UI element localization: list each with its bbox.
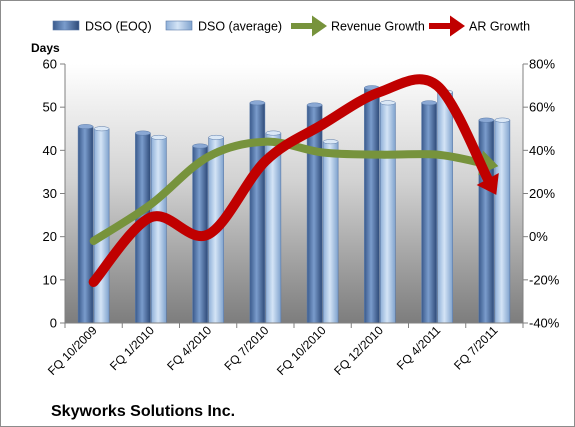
bar-dso-eoq	[77, 126, 94, 324]
bar-dso-average	[93, 128, 110, 324]
left-tick-label: 60	[43, 57, 57, 72]
legend-dso-eoq-swatch	[52, 20, 80, 31]
bar-dso-eoq	[421, 102, 437, 324]
bar-dso-average-cap	[380, 100, 396, 106]
bar-dso-eoq-cap	[135, 130, 151, 136]
bar-dso-average	[437, 91, 453, 324]
bar-dso-average	[380, 102, 396, 324]
left-tick-label: 10	[43, 272, 57, 287]
chart-axes	[64, 64, 524, 324]
y-axis-title: Days	[31, 41, 60, 55]
right-axis-ticks: -40% -20% 0% 20% 40% 60% 80%	[523, 57, 560, 331]
legend-revenue-growth-label: Revenue Growth	[331, 20, 425, 34]
bar-dso-eoq-cap	[478, 117, 495, 123]
ar-growth-line	[88, 74, 494, 287]
legend-revenue-growth-arrowhead	[312, 15, 327, 37]
x-tick-label: FQ 12/2010	[331, 323, 386, 378]
bar-dso-average-cap	[208, 134, 224, 140]
left-tick-label: 50	[43, 100, 57, 115]
bar-dso-average-cap	[494, 117, 511, 123]
x-tick-label: FQ 4/2011	[394, 323, 444, 373]
legend-dso-average-swatch	[165, 20, 193, 31]
legend-ar-growth-arrowhead	[450, 15, 465, 37]
chart-legend: DSO (EOQ) DSO (average) Revenue Growth AR G…	[52, 15, 530, 37]
x-tick-label: FQ 10/2009	[45, 323, 100, 378]
right-tick-label: -20%	[529, 272, 560, 287]
x-tick-label: FQ 10/2010	[274, 323, 329, 378]
x-tick-label: FQ 7/2010	[222, 323, 272, 373]
bar-dso-average-cap	[265, 130, 282, 136]
bar-dso-eoq-cap	[421, 100, 437, 106]
line-series	[88, 74, 499, 287]
bar-dso-eoq-cap	[192, 143, 208, 149]
left-tick-label: 30	[43, 186, 57, 201]
x-tick-label: FQ 7/2011	[451, 323, 501, 373]
left-tick-label: 40	[43, 143, 57, 158]
bar-dso-average-cap	[322, 139, 339, 145]
bar-dso-eoq	[306, 104, 323, 324]
bar-dso-average-cap	[151, 134, 167, 140]
right-tick-label: 20%	[529, 186, 555, 201]
bar-dso-eoq-cap	[306, 102, 323, 108]
right-tick-label: 80%	[529, 57, 555, 72]
bar-dso-average	[322, 141, 339, 324]
right-tick-label: 60%	[529, 100, 555, 115]
bar-dso-average-cap	[93, 126, 110, 132]
bar-dso-average	[151, 137, 167, 324]
right-tick-label: 40%	[529, 143, 555, 158]
bar-dso-average	[494, 119, 511, 324]
left-tick-label: 20	[43, 229, 57, 244]
x-axis-ticks: FQ 10/2009 FQ 1/2010 FQ 4/2010 FQ 7/2010 FQ …	[45, 323, 524, 378]
legend-dso-average-label: DSO (average)	[198, 20, 282, 34]
left-axis-ticks: 0 10 20 30 40 50 60	[43, 57, 65, 331]
bar-dso-eoq	[249, 102, 266, 324]
left-tick-label: 0	[50, 316, 57, 331]
chart-title: Skyworks Solutions Inc.	[51, 403, 235, 420]
x-tick-label: FQ 4/2010	[164, 323, 214, 373]
bar-dso-eoq-cap	[249, 100, 266, 106]
bar-dso-eoq-cap	[77, 124, 94, 130]
right-tick-label: 0%	[529, 229, 548, 244]
right-tick-label: -40%	[529, 316, 560, 331]
bar-dso-eoq	[478, 119, 495, 324]
bar-dso-eoq	[364, 87, 380, 324]
legend-ar-growth-label: AR Growth	[469, 20, 530, 34]
legend-dso-eoq-label: DSO (EOQ)	[85, 20, 152, 34]
ar-growth-line-arrowhead	[476, 173, 499, 195]
x-tick-label: FQ 1/2010	[107, 323, 157, 373]
